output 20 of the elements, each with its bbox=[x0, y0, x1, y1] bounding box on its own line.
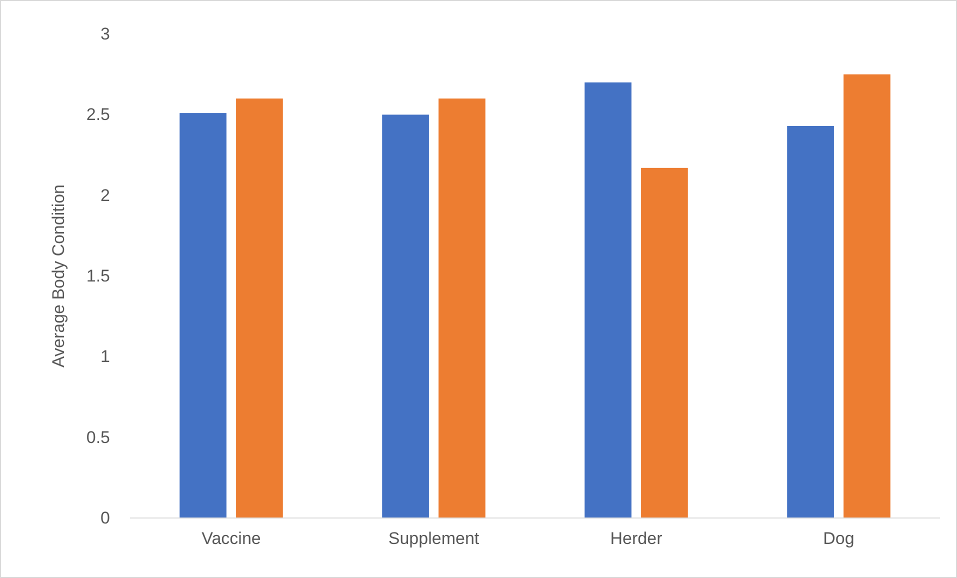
y-tick-label: 1.5 bbox=[86, 266, 110, 286]
bar bbox=[438, 98, 486, 518]
bar bbox=[236, 98, 283, 518]
bar bbox=[584, 82, 632, 518]
bar bbox=[844, 74, 890, 518]
x-tick-label: Vaccine bbox=[202, 529, 261, 548]
y-tick-label: 0.5 bbox=[86, 428, 110, 447]
y-tick-label: 3 bbox=[100, 24, 110, 44]
bar bbox=[641, 168, 688, 518]
y-tick-label: 0 bbox=[100, 508, 110, 528]
bar bbox=[180, 113, 226, 518]
x-tick-label: Dog bbox=[823, 529, 854, 548]
bar bbox=[787, 126, 834, 518]
y-tick-label: 2.5 bbox=[86, 105, 110, 124]
y-tick-label: 1 bbox=[100, 347, 110, 366]
x-tick-label: Herder bbox=[610, 529, 663, 548]
y-axis-title: Average Body Condition bbox=[49, 184, 68, 368]
y-tick-label: 2 bbox=[100, 186, 110, 205]
bar bbox=[382, 114, 429, 518]
x-tick-label: Supplement bbox=[388, 529, 480, 548]
